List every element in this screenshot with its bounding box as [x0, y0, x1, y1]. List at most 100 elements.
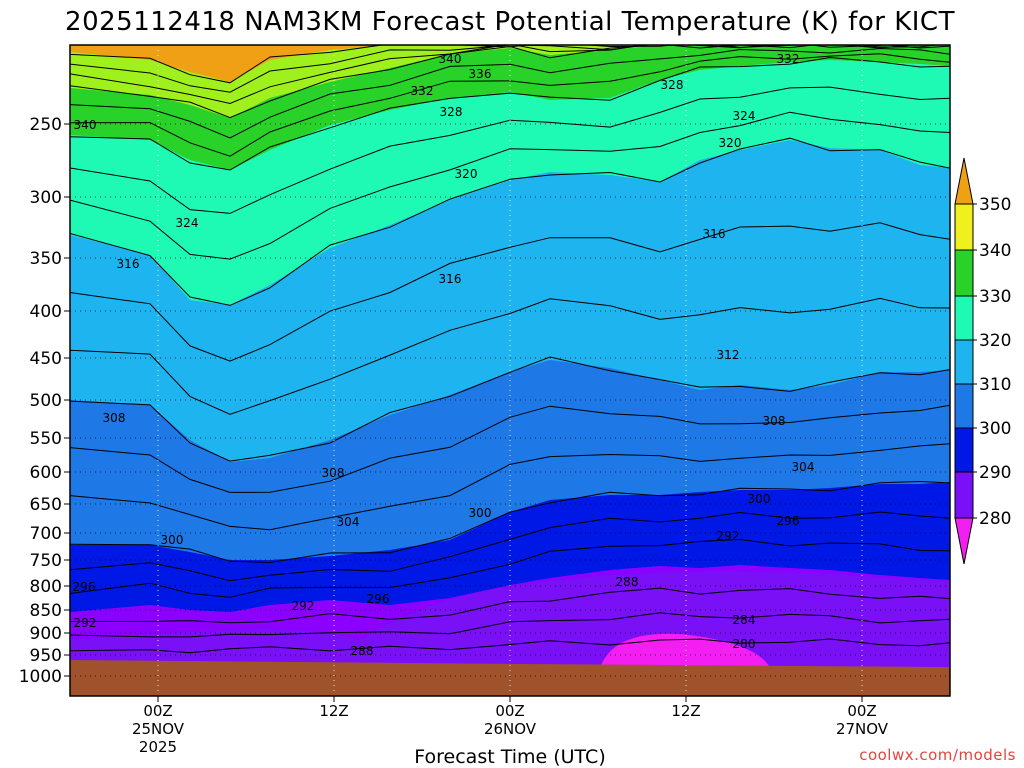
colorbar-label: 320 — [979, 331, 1011, 351]
x-tick-label: 12Z — [319, 702, 348, 720]
colorbar-segment — [954, 203, 974, 251]
colorbar-label: 290 — [979, 463, 1011, 483]
plot-area: 340 336 332 332 328 328 340 324 320 320 324 316 316 3… — [70, 45, 950, 696]
contour-label: 316 — [703, 227, 726, 241]
x-axis-title: Forecast Time (UTC) — [414, 746, 605, 768]
contour-line — [70, 480, 950, 564]
band-280-top — [600, 633, 770, 668]
contour-line — [70, 45, 941, 93]
band-6 — [70, 45, 950, 118]
contour-label: 288 — [616, 575, 639, 589]
contour-line — [70, 111, 950, 260]
contour-line — [70, 356, 950, 462]
x-tick-label: 27NOV — [836, 720, 889, 738]
contour-line — [70, 587, 950, 624]
contour-line — [70, 86, 950, 214]
contour-label: 296 — [367, 592, 390, 606]
y-tick-label: 450 — [30, 349, 62, 369]
contour-label: 308 — [322, 466, 345, 480]
contour-line — [70, 297, 950, 415]
contour-line — [70, 137, 950, 306]
contour-line — [70, 538, 950, 598]
contour-label: 324 — [733, 109, 756, 123]
y-tick-label: 350 — [30, 249, 62, 269]
contour-label: 284 — [733, 613, 756, 627]
x-tick-label: 00Z — [143, 702, 172, 720]
colorbar-label: 350 — [979, 195, 1011, 215]
contour-line — [70, 47, 950, 139]
contour-label: 316 — [439, 272, 462, 286]
contour-line — [70, 443, 950, 531]
y-tick-label: 400 — [30, 302, 62, 322]
y-tick-label: 900 — [30, 624, 62, 644]
x-tick-label: 2025 — [139, 738, 177, 756]
contour-label: 300 — [469, 506, 492, 520]
contour-line — [70, 404, 950, 493]
y-tick-label: 250 — [30, 115, 62, 135]
contour-line — [70, 45, 891, 119]
y-tick-label: 800 — [30, 577, 62, 597]
contour-line — [70, 612, 950, 638]
colorbar-top-arrow — [954, 157, 974, 205]
colorbar-label: 330 — [979, 287, 1011, 307]
contour-line — [70, 53, 950, 157]
contour-label: 296 — [777, 514, 800, 528]
x-tick-label: 00Z — [495, 702, 524, 720]
contour-label: 332 — [411, 84, 434, 98]
contour-line — [70, 638, 950, 654]
y-tick-label: 1000 — [19, 667, 62, 687]
colorbar-segment — [954, 295, 974, 341]
band-7 — [70, 45, 950, 82]
colorbar-label: 340 — [979, 241, 1011, 261]
contour-line — [70, 56, 950, 171]
x-tick-label: 00Z — [847, 702, 876, 720]
contour-line — [70, 45, 916, 105]
colorbar-segment — [954, 383, 974, 429]
contour-label: 308 — [763, 414, 786, 428]
x-tick-label: 25NOV — [132, 720, 185, 738]
colorbar: 350 340 330 320 310 300 290 280 — [954, 157, 1011, 565]
contour-label: 288 — [351, 644, 374, 658]
y-tick-label: 700 — [30, 524, 62, 544]
contour-label: 292 — [717, 529, 740, 543]
contour-label: 328 — [440, 105, 463, 119]
contour-label: 292 — [292, 599, 315, 613]
y-tick-label: 850 — [30, 601, 62, 621]
credit-text: coolwx.com/models — [859, 746, 1016, 764]
y-tick-label: 750 — [30, 551, 62, 571]
colorbar-segment — [954, 249, 974, 297]
contour-label: 308 — [103, 411, 126, 425]
contour-label: 292 — [74, 616, 97, 630]
y-axis-ticks: 250 300 350 400 450 500 550 600 650 700 750 800 850 9… — [19, 115, 70, 687]
y-tick-label: 300 — [30, 188, 62, 208]
contour-label: 320 — [455, 167, 478, 181]
grid-lines — [70, 45, 950, 696]
contour-lines — [70, 45, 950, 654]
contour-label: 320 — [719, 136, 742, 150]
contour-line — [70, 45, 950, 84]
colorbar-segment — [954, 339, 974, 385]
contour-label: 300 — [161, 533, 184, 547]
colorbar-bottom-arrow — [954, 517, 974, 565]
contour-line — [70, 511, 950, 582]
y-tick-label: 550 — [30, 429, 62, 449]
x-tick-label: 26NOV — [484, 720, 537, 738]
contour-label: 340 — [74, 118, 97, 132]
colorbar-label: 280 — [979, 509, 1011, 529]
contour-label: 296 — [73, 580, 96, 594]
contour-line — [70, 222, 950, 362]
contour-label: 300 — [748, 492, 771, 506]
contour-label: 312 — [717, 348, 740, 362]
chart-title: 2025112418 NAM3KM Forecast Potential Tem… — [65, 7, 955, 37]
x-tick-label: 12Z — [671, 702, 700, 720]
y-tick-label: 600 — [30, 463, 62, 483]
color-bands — [70, 45, 950, 696]
contour-label: 304 — [337, 515, 360, 529]
y-tick-label: 950 — [30, 646, 62, 666]
contour-label: 336 — [469, 67, 492, 81]
contour-label: 280 — [733, 637, 756, 651]
ground-terrain — [70, 660, 950, 696]
contour-label: 324 — [176, 216, 199, 230]
